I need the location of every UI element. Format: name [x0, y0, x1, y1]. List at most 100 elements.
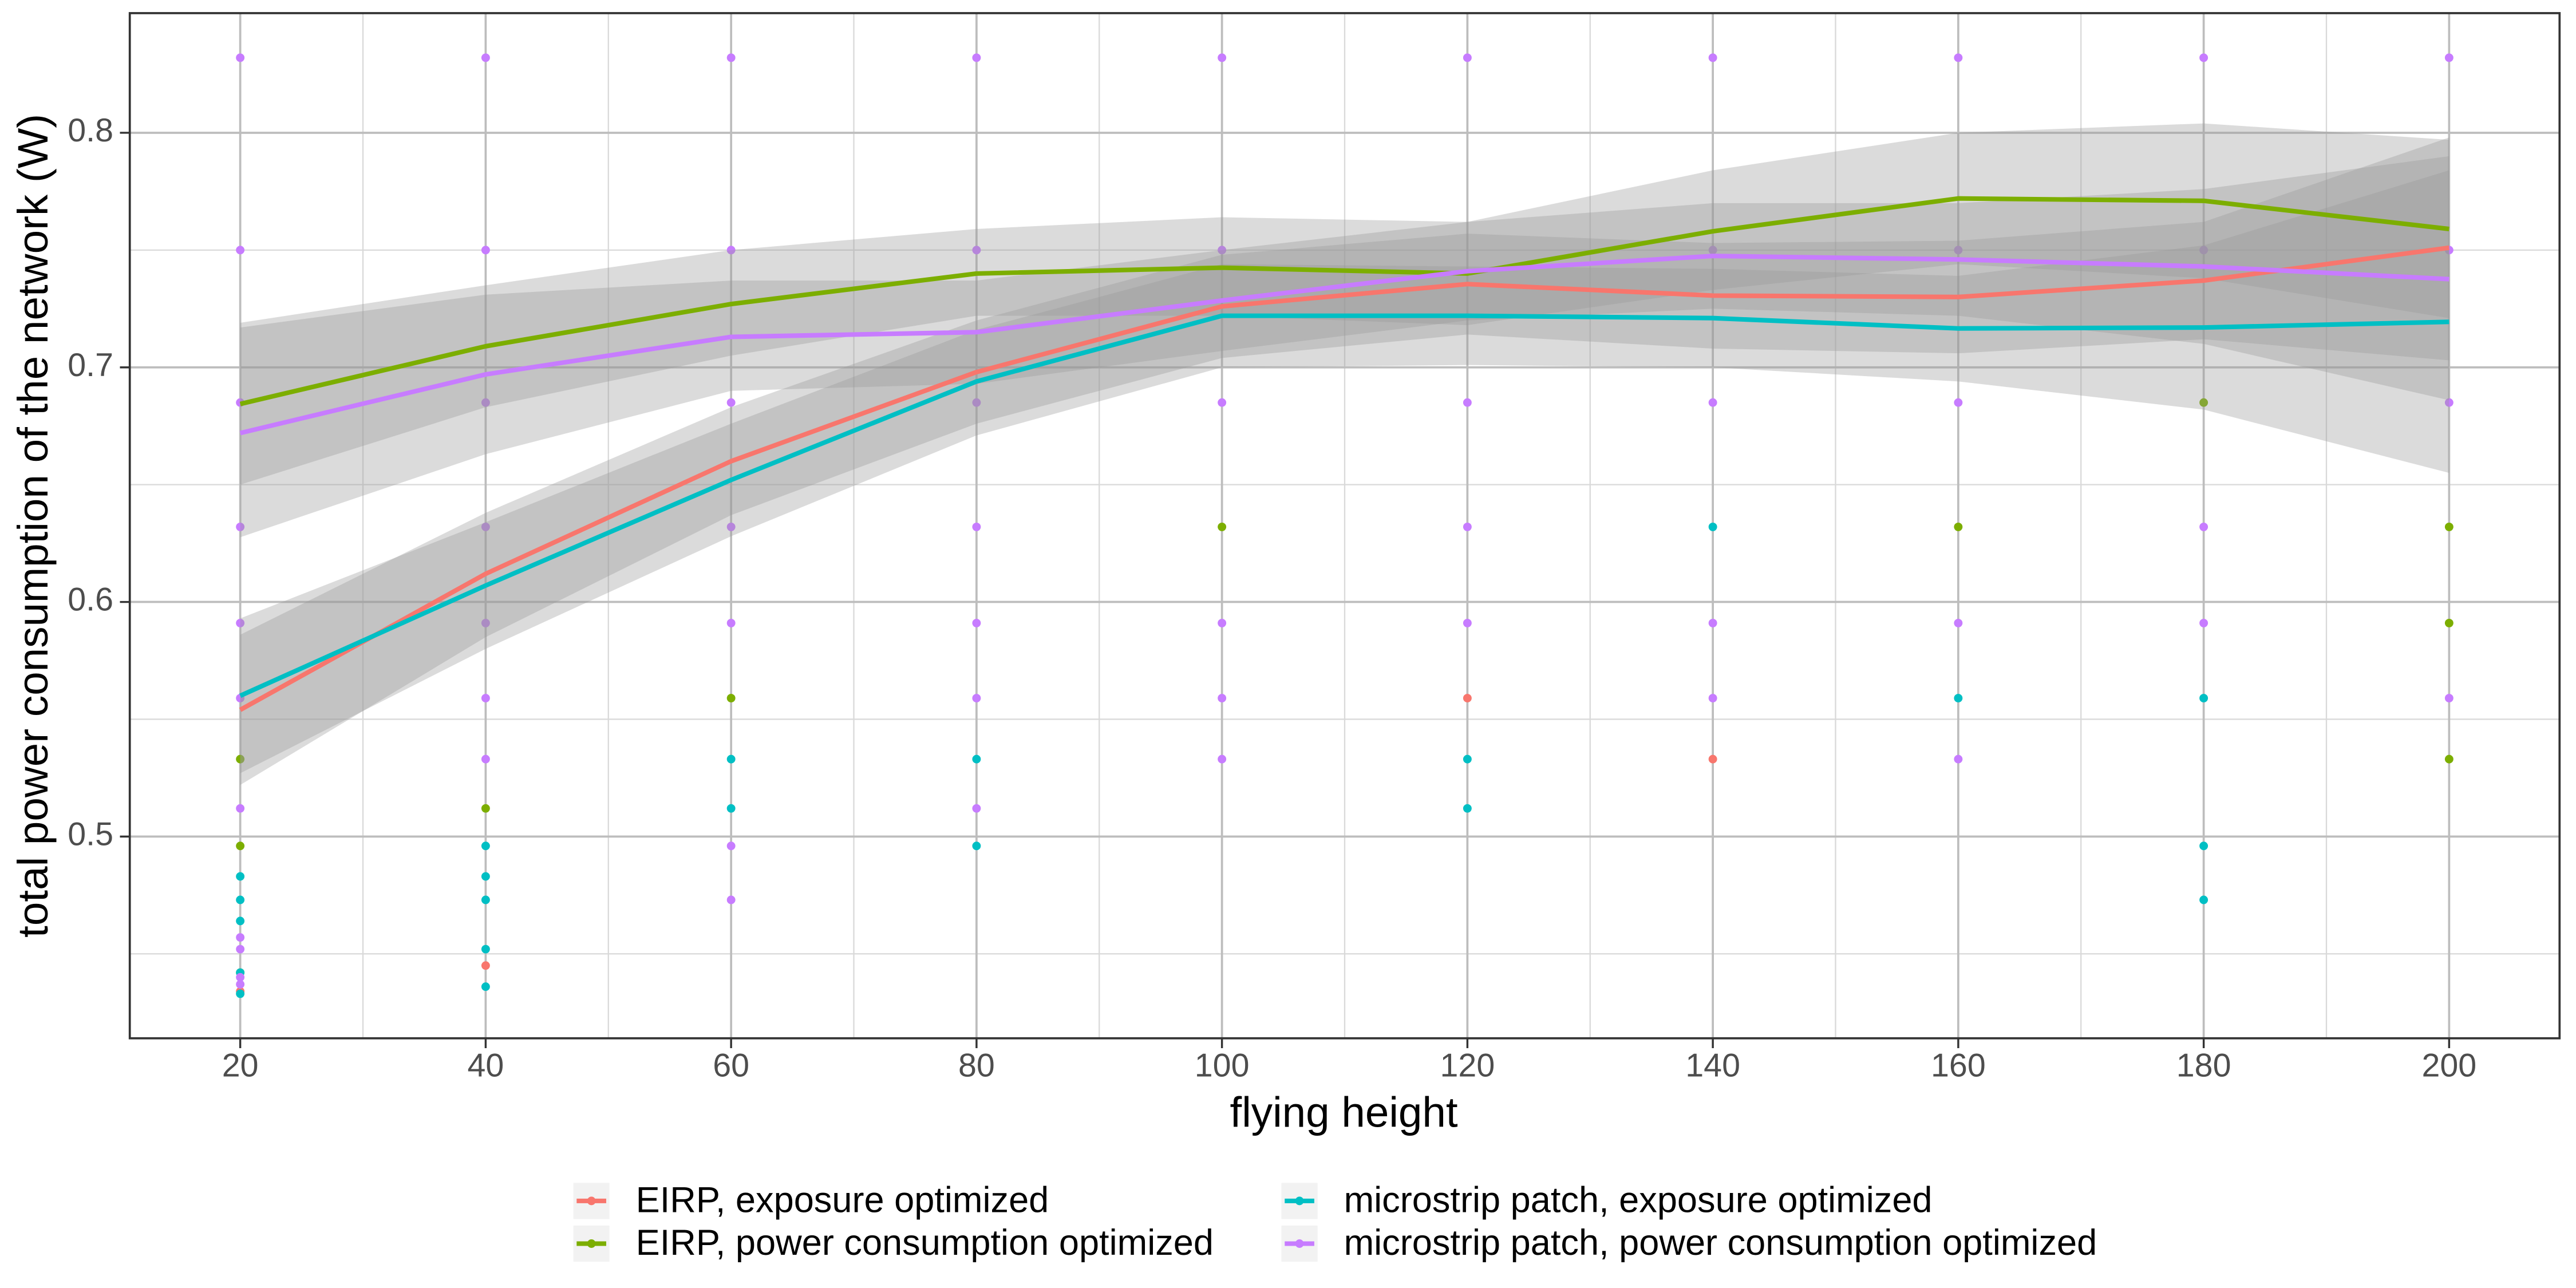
- data-point: [481, 961, 490, 970]
- data-point: [1463, 754, 1472, 764]
- data-point: [1708, 618, 1717, 627]
- data-point: [726, 841, 736, 851]
- panel-border: [128, 12, 2561, 1040]
- data-point: [1218, 754, 1227, 764]
- data-point: [236, 872, 245, 881]
- data-point: [1708, 522, 1717, 531]
- smooth-line: [239, 254, 2449, 436]
- y-tick-label: 0.6: [68, 582, 113, 618]
- data-point: [1954, 754, 1963, 764]
- legend-label: EIRP, power consumption optimized: [636, 1223, 1214, 1263]
- data-point: [236, 973, 245, 982]
- y-axis-title: total power consumption of the network (…: [9, 114, 57, 938]
- x-tick-label: 60: [713, 1048, 749, 1084]
- data-point: [726, 522, 736, 531]
- data-point: [1218, 246, 1227, 255]
- x-tick-label: 180: [2176, 1048, 2231, 1084]
- data-point: [236, 618, 245, 627]
- confidence-band: [240, 156, 2449, 538]
- x-tick-label: 120: [1440, 1048, 1495, 1084]
- confidence-band: [240, 137, 2449, 785]
- data-point: [726, 804, 736, 813]
- data-point: [1463, 694, 1472, 703]
- data-point: [1708, 398, 1717, 407]
- data-point: [726, 754, 736, 764]
- data-point: [1463, 522, 1472, 531]
- data-point: [2199, 694, 2208, 703]
- legend-label: EIRP, exposure optimized: [636, 1180, 1049, 1220]
- data-point: [1218, 398, 1227, 407]
- data-point: [726, 895, 736, 904]
- confidence-band: [240, 123, 2449, 485]
- data-point: [236, 895, 245, 904]
- data-point: [726, 246, 736, 255]
- data-point: [236, 989, 245, 998]
- data-point: [2199, 841, 2208, 851]
- data-point: [972, 522, 981, 531]
- data-point: [1954, 246, 1963, 255]
- data-point: [481, 398, 490, 407]
- x-tick-label: 40: [467, 1048, 504, 1084]
- data-point: [481, 694, 490, 703]
- data-point: [236, 246, 245, 255]
- smooth-line: [239, 245, 2449, 712]
- data-point: [236, 841, 245, 851]
- y-tick-label: 0.8: [68, 112, 113, 149]
- data-point: [481, 895, 490, 904]
- data-point: [236, 754, 245, 764]
- smooth-line: [239, 196, 2449, 406]
- data-point: [481, 804, 490, 813]
- data-point: [2444, 398, 2453, 407]
- data-point: [2199, 246, 2208, 255]
- data-point: [2199, 618, 2208, 627]
- data-point: [236, 916, 245, 926]
- data-point: [972, 53, 981, 62]
- data-point: [1954, 694, 1963, 703]
- data-point: [2444, 754, 2453, 764]
- y-tick-label: 0.5: [68, 816, 113, 853]
- data-point: [1954, 522, 1963, 531]
- data-point: [1954, 398, 1963, 407]
- data-point: [2444, 694, 2453, 703]
- data-point: [972, 841, 981, 851]
- data-point: [972, 804, 981, 813]
- data-point: [1218, 53, 1227, 62]
- data-point: [1218, 618, 1227, 627]
- data-point: [481, 982, 490, 991]
- legend-label: microstrip patch, power consumption opti…: [1344, 1223, 2097, 1263]
- x-tick-label: 140: [1685, 1048, 1740, 1084]
- data-point: [481, 53, 490, 62]
- data-point: [481, 945, 490, 954]
- legend-label: microstrip patch, exposure optimized: [1344, 1180, 1933, 1220]
- data-point: [726, 53, 736, 62]
- data-point: [2444, 522, 2453, 531]
- data-point: [1463, 804, 1472, 813]
- data-point: [481, 618, 490, 627]
- data-point: [236, 522, 245, 531]
- data-point: [972, 618, 981, 627]
- data-point: [1708, 53, 1717, 62]
- x-tick-label: 100: [1195, 1048, 1250, 1084]
- data-point: [1218, 522, 1227, 531]
- y-tick-label: 0.7: [68, 347, 113, 384]
- data-point: [1218, 694, 1227, 703]
- x-tick-label: 20: [222, 1048, 259, 1084]
- data-point: [2199, 522, 2208, 531]
- data-point: [1954, 618, 1963, 627]
- legend-swatch: [587, 1239, 596, 1248]
- data-point: [1708, 754, 1717, 764]
- data-point: [972, 398, 981, 407]
- data-point: [1708, 246, 1717, 255]
- data-point: [726, 618, 736, 627]
- data-point: [236, 804, 245, 813]
- data-point: [236, 945, 245, 954]
- data-point: [726, 694, 736, 703]
- data-point: [972, 754, 981, 764]
- data-point: [1954, 53, 1963, 62]
- data-point: [481, 522, 490, 531]
- legend-swatch: [1295, 1239, 1304, 1248]
- legend-swatch: [1295, 1196, 1304, 1206]
- data-point: [2444, 53, 2453, 62]
